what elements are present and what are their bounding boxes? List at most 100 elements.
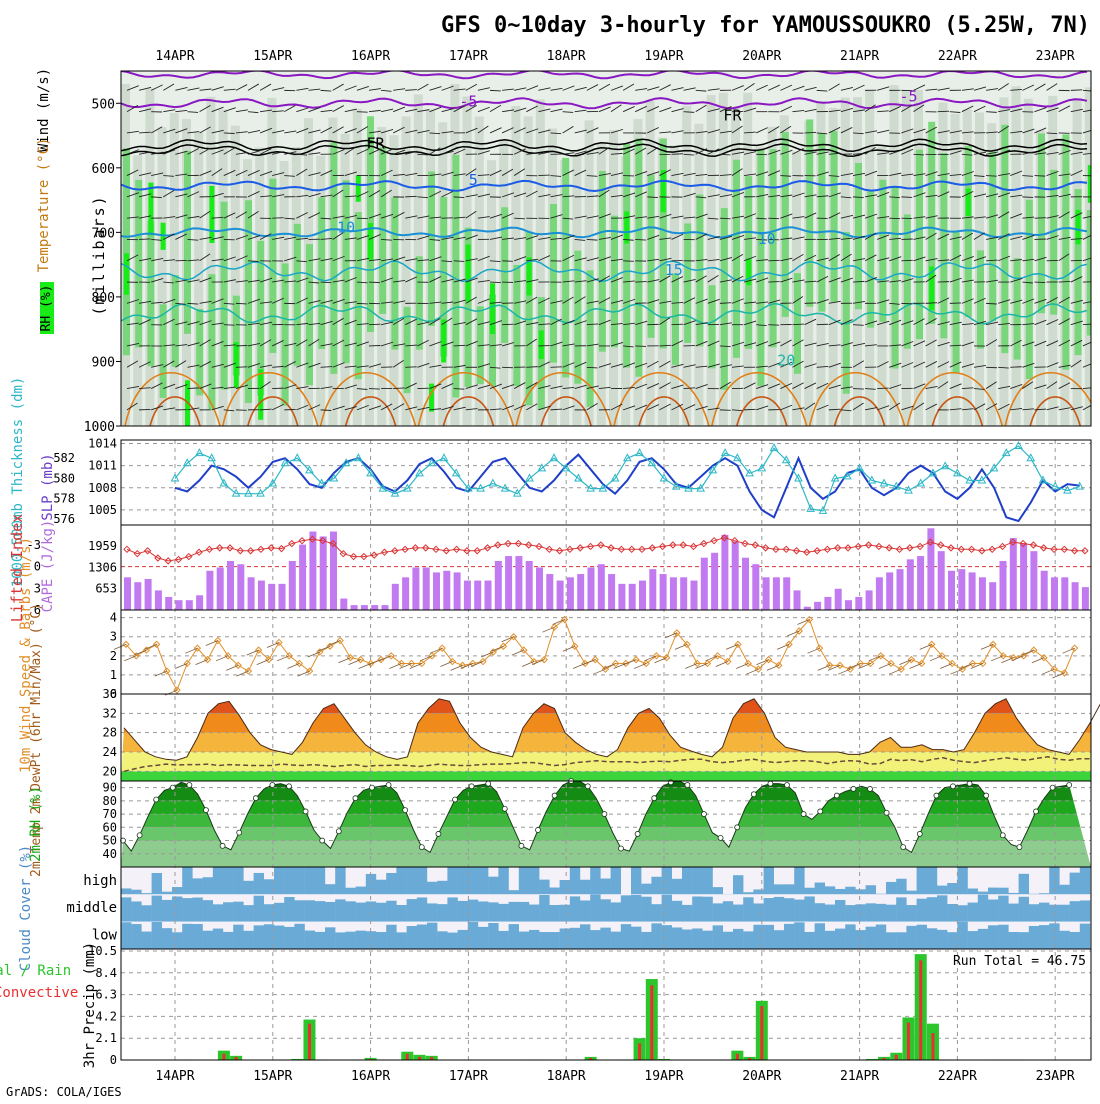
cape-bar — [979, 577, 986, 610]
cloud-bar-high — [203, 877, 213, 894]
cape-bar — [196, 595, 203, 610]
cloud-bar-middle — [509, 902, 519, 922]
rh2m-tick-label: 60 — [103, 820, 117, 834]
rh-column-bright — [234, 342, 239, 388]
rh-column-light — [170, 113, 179, 426]
cloud-bar-high — [1080, 867, 1090, 894]
cloud-bar-middle — [784, 898, 794, 921]
cape-bar — [732, 541, 739, 610]
cloud-bar-middle — [896, 897, 906, 921]
cloud-bar-middle — [764, 898, 774, 922]
cloud-bar-low — [651, 923, 661, 949]
cloud-bar-high — [968, 889, 978, 895]
rh2m-point — [154, 797, 159, 802]
cloud-bar-low — [1029, 926, 1039, 949]
cloud-bar-middle — [1039, 903, 1049, 922]
cloud-bar-high — [498, 867, 508, 894]
cloud-bar-high — [927, 867, 937, 894]
rh-column-bright — [466, 245, 471, 302]
rh2m-point — [469, 784, 474, 789]
cloud-bar-low — [702, 931, 712, 949]
wind-barb-10m — [124, 656, 136, 661]
cloud-bar-middle — [468, 900, 478, 922]
cloud-bar-high — [233, 867, 243, 894]
rh-column-mid — [770, 149, 777, 347]
cloud-bar-high — [651, 877, 661, 895]
wind-barb-10m — [685, 663, 697, 668]
contour-label: -5 — [899, 87, 917, 105]
cloud-bar-low — [580, 924, 590, 949]
rh2m-point — [702, 812, 707, 817]
wind-barb-10m — [746, 669, 758, 674]
cloud-bar-high — [192, 878, 202, 894]
rh2m-tick-label: 80 — [103, 794, 117, 808]
cloud-bar-low — [356, 931, 366, 949]
wind-barb — [635, 239, 646, 240]
cloud-bar-low — [396, 932, 406, 949]
cloud-bar-middle — [223, 902, 233, 921]
rh2m-point — [1067, 782, 1072, 787]
cloud-bar-low — [294, 924, 304, 949]
panel-frame-slp — [121, 440, 1091, 525]
top-date-tick: 19APR — [644, 49, 683, 64]
rh-column-mid — [318, 197, 325, 349]
cape-bar — [402, 577, 409, 610]
cloud-bar-low — [223, 932, 233, 949]
cloud-bar-middle — [294, 900, 304, 921]
thickness-point — [257, 490, 264, 497]
cloud-bar-low — [519, 932, 529, 949]
rh-column-mid — [965, 146, 972, 317]
cloud-bar-low — [539, 932, 549, 949]
cloud-bar-middle — [937, 895, 947, 921]
rh-column-mid — [1014, 258, 1021, 359]
cape-bar — [443, 571, 450, 610]
cape-bar — [268, 584, 275, 610]
cloud-bar-middle — [345, 901, 355, 921]
cloud-bar-low — [804, 932, 814, 949]
cape-bar — [1020, 543, 1027, 610]
rh2m-point — [735, 825, 740, 830]
rh2m-point — [502, 806, 507, 811]
cloud-bar-high — [764, 867, 774, 894]
wind-barb-10m — [838, 669, 850, 674]
cloud-bar-high — [549, 888, 559, 895]
cloud-bar-high — [896, 879, 906, 895]
thickness-point — [196, 449, 203, 456]
cloud-bar-middle — [213, 904, 223, 921]
cloud-bar-middle — [356, 903, 366, 922]
wind-barb — [1010, 367, 1021, 368]
cloud-bar-high — [213, 867, 223, 894]
cloud-bar-middle — [1059, 905, 1069, 922]
cloud-bar-middle — [1080, 900, 1090, 921]
cloud-bar-high — [682, 867, 692, 894]
rh-column-mid — [806, 119, 813, 306]
cloud-bar-high — [274, 867, 284, 894]
cloud-bar-low — [141, 932, 151, 949]
cloud-bar-high — [662, 867, 672, 894]
rh2m-point — [287, 784, 292, 789]
temp-tick-label: 24 — [103, 745, 117, 759]
ua-legend-temp: Temperature (°C) — [36, 138, 52, 273]
cloud-bar-low — [845, 924, 855, 949]
thickness-point — [722, 449, 729, 456]
wind-barb — [853, 325, 864, 326]
rh2m-point — [436, 831, 441, 836]
ua-ylabel: (millibars) — [90, 194, 108, 315]
rh2m-point — [619, 846, 624, 851]
cloud-bar-middle — [702, 897, 712, 922]
cloud-bar-middle — [192, 898, 202, 922]
cloud-bar-high — [243, 881, 253, 895]
cloud-bar-middle — [172, 896, 182, 921]
precip-convective-bar — [736, 1054, 739, 1060]
cloud-bar-low — [825, 931, 835, 949]
rh2m-point — [486, 781, 491, 786]
wind-barb-10m — [451, 665, 463, 670]
rh-column-mid — [391, 198, 398, 350]
rh2m-point — [585, 784, 590, 789]
thickness-point — [233, 490, 240, 497]
cloud-bar-middle — [651, 904, 661, 921]
cloud-bar-low — [172, 932, 182, 949]
cloud-bar-high — [631, 867, 641, 894]
cape-bar — [557, 581, 564, 610]
cloud-bar-low — [774, 930, 784, 949]
